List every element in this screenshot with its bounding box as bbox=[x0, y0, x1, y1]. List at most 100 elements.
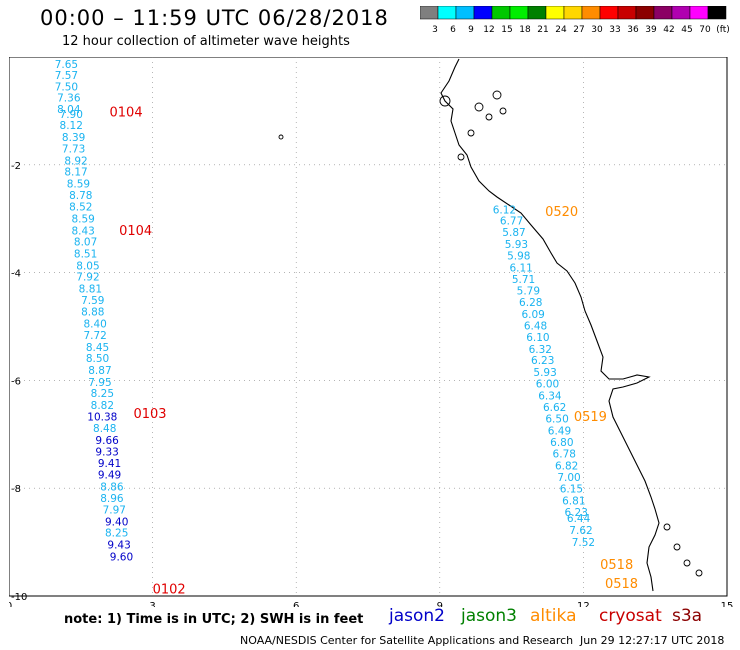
wave-height-value: 9.66 bbox=[95, 435, 119, 447]
island-outline bbox=[499, 107, 507, 115]
y-tick-label: -2 bbox=[11, 161, 21, 172]
wave-height-value: 6.23 bbox=[531, 355, 554, 367]
wave-height-value: 9.33 bbox=[95, 446, 118, 458]
color-swatch bbox=[671, 6, 691, 20]
pass-time-label: 0518 bbox=[600, 558, 633, 573]
wave-height-value: 7.73 bbox=[62, 143, 85, 155]
coastline bbox=[440, 58, 660, 592]
color-swatch bbox=[437, 6, 457, 20]
wave-height-value: 7.97 bbox=[103, 505, 126, 517]
color-swatch bbox=[689, 6, 709, 20]
wave-height-value: 5.87 bbox=[502, 227, 525, 239]
pass-time-label: 0104 bbox=[110, 105, 143, 120]
wave-height-value: 6.32 bbox=[529, 344, 552, 356]
wave-height-value: 6.82 bbox=[555, 460, 578, 472]
x-tick-label: 9 bbox=[437, 601, 443, 607]
legend-jason3: jason3 bbox=[461, 606, 517, 626]
wave-height-value: 8.92 bbox=[64, 155, 87, 167]
color-scale-label: 39 bbox=[645, 25, 657, 35]
wave-height-value: 9.40 bbox=[105, 516, 128, 528]
island-outline bbox=[457, 153, 465, 161]
wave-height-value: 8.12 bbox=[60, 120, 83, 132]
island-outline bbox=[492, 90, 502, 100]
color-scale-label: 45 bbox=[681, 25, 692, 35]
wave-height-value: 8.82 bbox=[91, 400, 114, 412]
wave-height-value: 6.49 bbox=[548, 425, 571, 437]
wave-height-value: 8.88 bbox=[81, 307, 104, 319]
color-scale-label: 15 bbox=[501, 25, 512, 35]
island-outline bbox=[439, 95, 451, 107]
pass-time-label: 0104 bbox=[119, 224, 152, 239]
color-swatch bbox=[617, 6, 637, 20]
wave-height-value: 10.38 bbox=[87, 411, 117, 423]
wave-height-value: 8.59 bbox=[67, 178, 90, 190]
wave-height-value: 8.81 bbox=[79, 284, 102, 296]
x-tick-label: 3 bbox=[149, 601, 155, 607]
color-swatch bbox=[599, 6, 619, 20]
wave-height-value: 8.25 bbox=[105, 528, 128, 540]
wave-height-value: 8.50 bbox=[86, 353, 109, 365]
color-scale-label: 9 bbox=[468, 25, 474, 35]
wave-height-value: 9.49 bbox=[98, 469, 121, 481]
island-outline bbox=[663, 523, 671, 531]
color-swatch bbox=[491, 6, 511, 20]
color-scale-label: 12 bbox=[483, 25, 494, 35]
wave-height-value: 7.59 bbox=[81, 295, 104, 307]
wave-height-value: 7.92 bbox=[76, 272, 99, 284]
wave-height-value: 6.78 bbox=[553, 448, 576, 460]
wave-height-value: 7.72 bbox=[83, 330, 106, 342]
color-scale-legend: 3 6 9 12 15 18 21 24 27 30 33 36 39 42 45 70 (ft) bbox=[420, 6, 730, 35]
wave-height-value: 8.96 bbox=[100, 493, 124, 505]
wave-height-value: 9.60 bbox=[110, 551, 133, 563]
x-tick-label: 6 bbox=[293, 601, 299, 607]
x-tick-label: 0 bbox=[9, 601, 12, 607]
wave-height-value: 7.57 bbox=[55, 70, 78, 82]
wave-height-value: 6.44 bbox=[567, 513, 591, 525]
color-swatch bbox=[509, 6, 529, 20]
color-swatch bbox=[455, 6, 475, 20]
wave-height-value: 8.39 bbox=[62, 132, 85, 144]
wave-height-value: 5.93 bbox=[533, 367, 556, 379]
color-swatch bbox=[563, 6, 583, 20]
wave-height-value: 7.52 bbox=[572, 537, 595, 549]
color-scale-label: 70 bbox=[699, 25, 711, 35]
wave-height-value: 8.78 bbox=[69, 190, 92, 202]
island-outline bbox=[673, 543, 681, 551]
wave-height-value: 7.62 bbox=[569, 525, 592, 537]
wave-height-value: 6.62 bbox=[543, 402, 566, 414]
wave-height-value: 6.11 bbox=[509, 263, 532, 275]
y-tick-label: -10 bbox=[11, 592, 27, 603]
y-tick-label: -6 bbox=[11, 376, 21, 387]
color-scale-label: 42 bbox=[663, 25, 674, 35]
island-outline bbox=[474, 102, 484, 112]
wave-height-value: 8.51 bbox=[74, 249, 97, 261]
color-scale-label: 6 bbox=[450, 25, 456, 35]
color-scale-label: 30 bbox=[591, 25, 603, 35]
x-tick-label: 12 bbox=[577, 601, 590, 607]
color-scale-label: 36 bbox=[627, 25, 639, 35]
wave-height-value: 8.17 bbox=[64, 167, 87, 179]
pass-time-label: 0519 bbox=[574, 410, 607, 425]
color-scale-label: 33 bbox=[609, 25, 620, 35]
wave-height-value: 8.25 bbox=[91, 388, 114, 400]
island-outline bbox=[683, 559, 691, 567]
wave-height-value: 6.09 bbox=[521, 309, 544, 321]
color-swatch bbox=[527, 6, 547, 20]
legend-jason2: jason2 bbox=[389, 606, 445, 626]
plot-frame bbox=[9, 57, 728, 597]
wave-height-value: 8.59 bbox=[71, 213, 94, 225]
color-swatch bbox=[420, 6, 439, 20]
wave-height-value: 5.93 bbox=[505, 239, 528, 251]
island-outline bbox=[467, 129, 475, 137]
wave-height-value: 6.28 bbox=[519, 297, 542, 309]
color-scale-label: 18 bbox=[519, 25, 531, 35]
wave-height-value: 5.98 bbox=[507, 251, 530, 263]
wave-height-value: 6.81 bbox=[562, 495, 585, 507]
wave-height-value: 8.45 bbox=[86, 342, 109, 354]
legend-altika: altika bbox=[530, 606, 577, 626]
wave-height-value: 7.95 bbox=[88, 377, 111, 389]
x-tick-label: 15 bbox=[721, 601, 734, 607]
wave-height-value: 5.79 bbox=[517, 286, 540, 298]
island-outline bbox=[695, 569, 703, 577]
wave-height-value: 7.36 bbox=[57, 93, 81, 105]
